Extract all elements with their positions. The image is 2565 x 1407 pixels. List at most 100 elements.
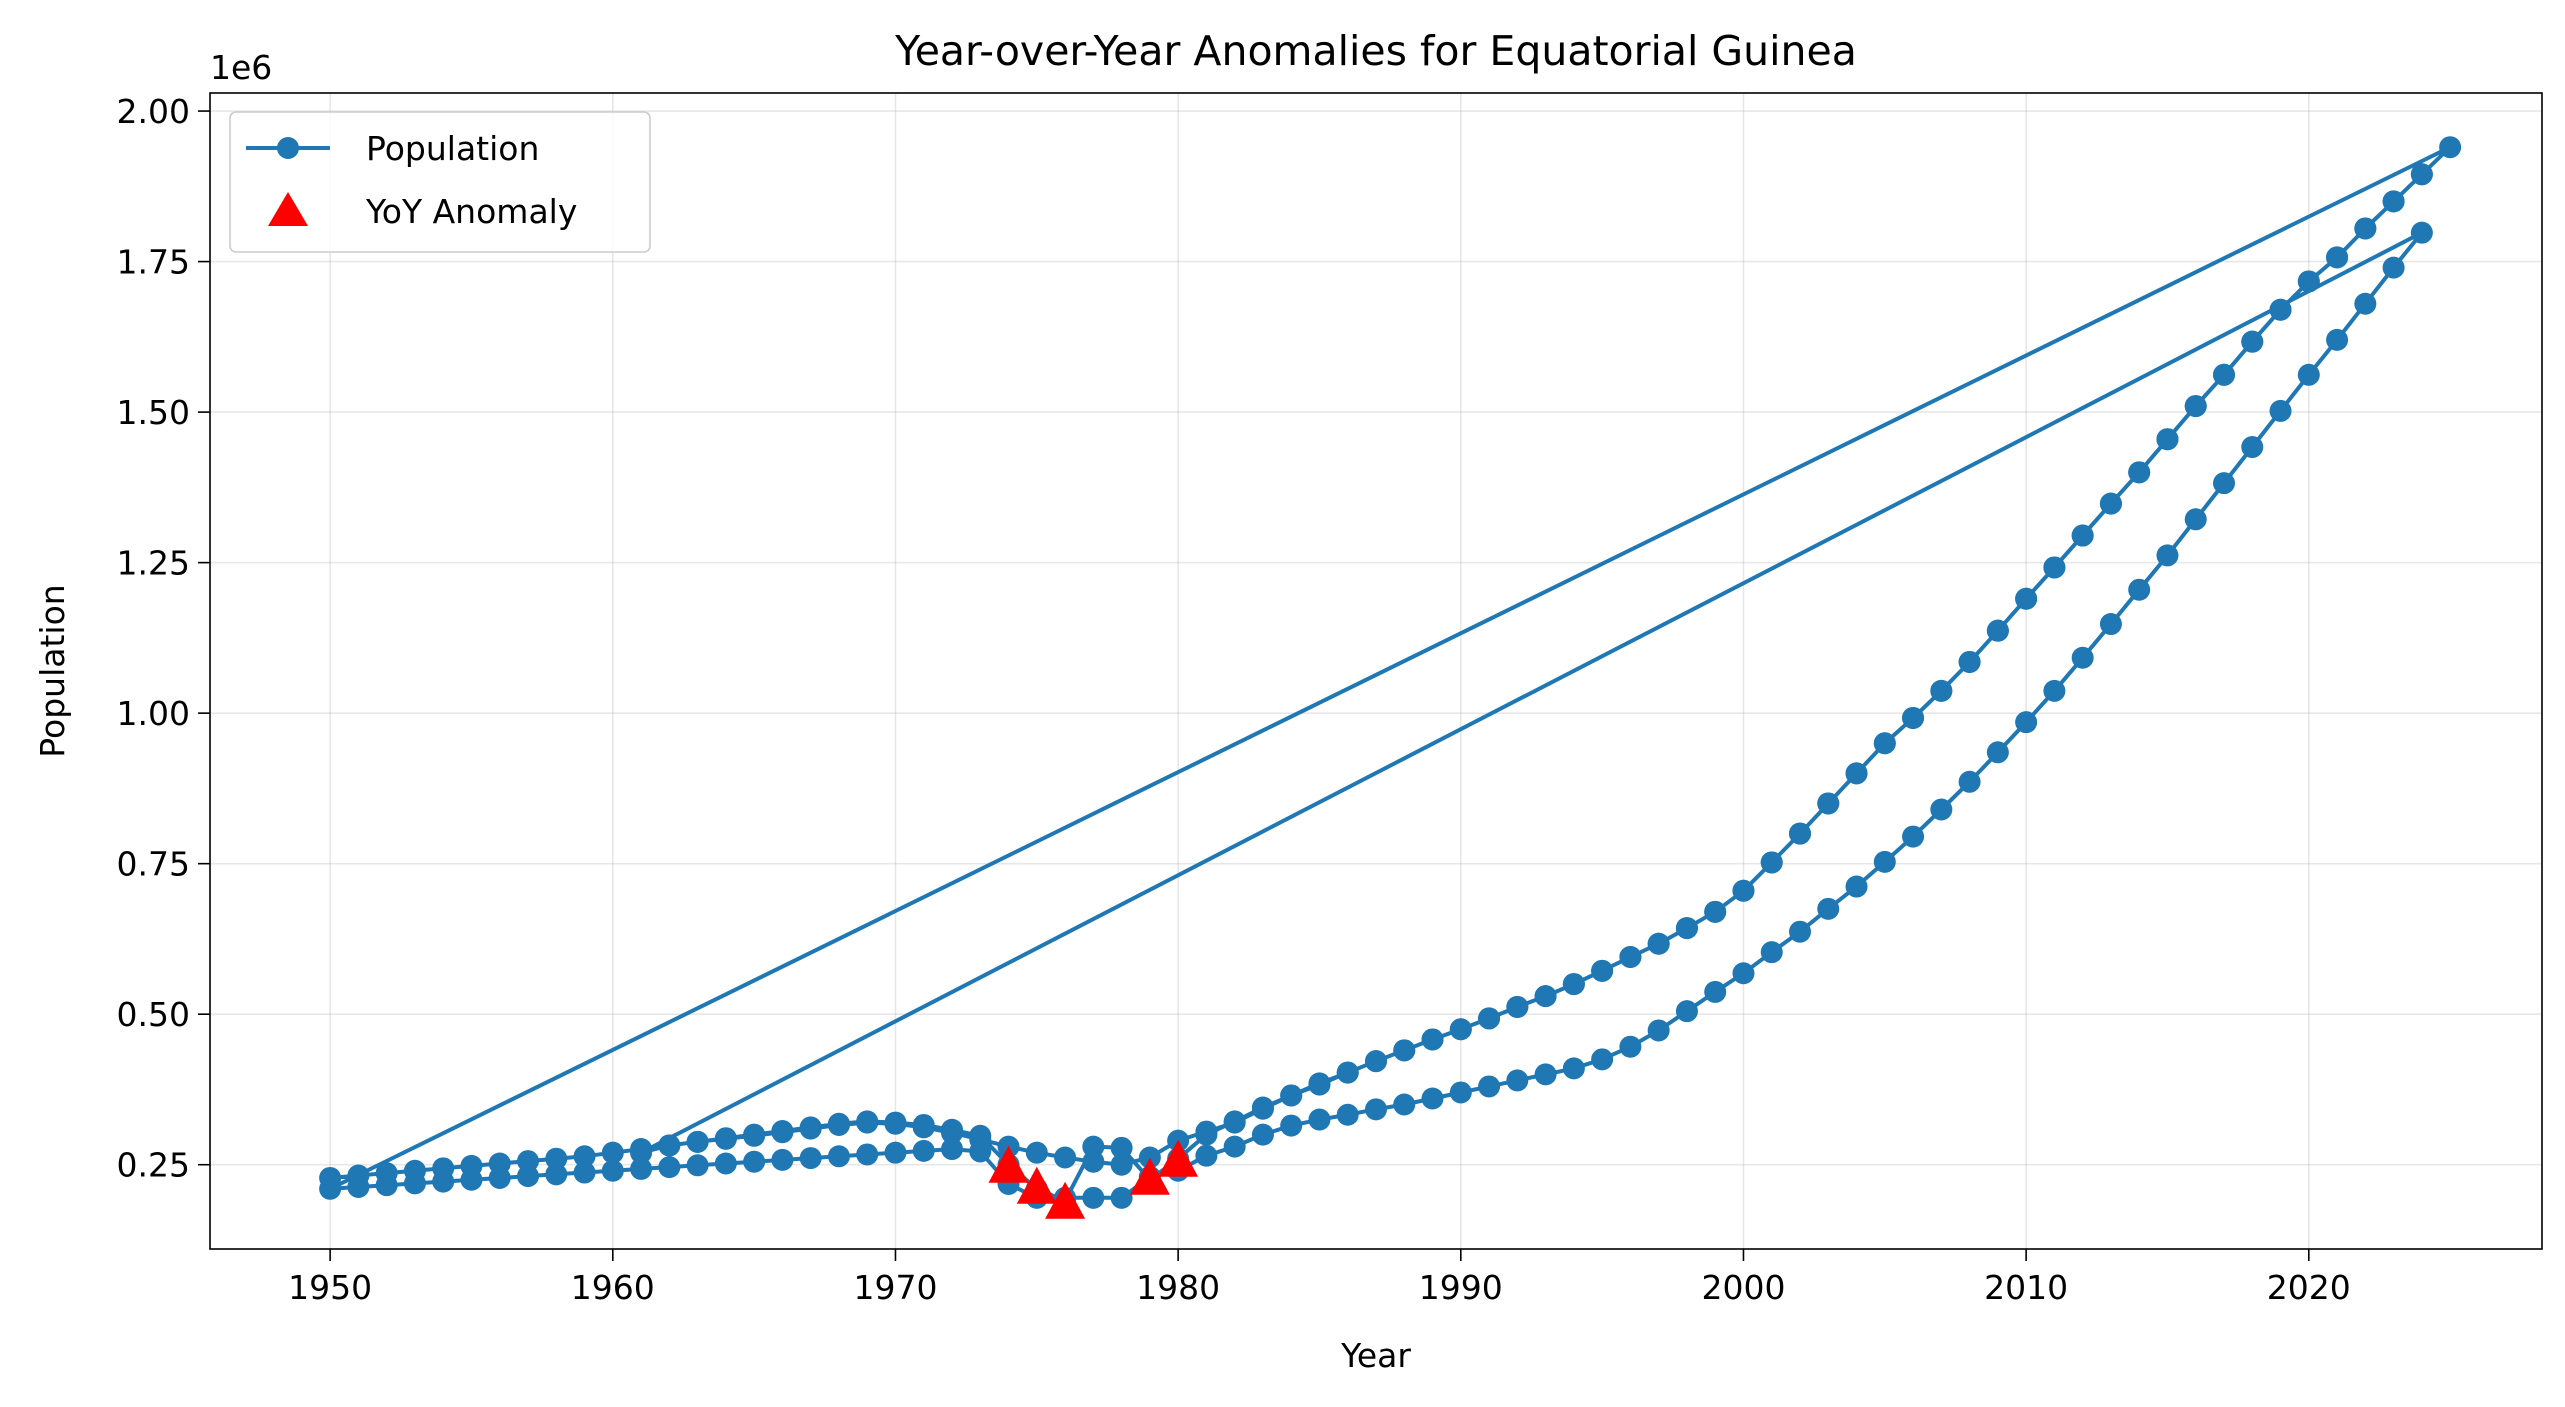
population-point xyxy=(1449,1081,1472,1104)
population-point xyxy=(1873,850,1896,873)
population-point xyxy=(2439,136,2462,159)
legend: Population YoY Anomaly xyxy=(229,111,651,253)
population-point xyxy=(2128,578,2151,601)
population-point xyxy=(1902,706,1925,729)
population-point xyxy=(2213,363,2235,386)
population-point xyxy=(2354,217,2377,240)
population-point xyxy=(460,1168,483,1191)
population-point xyxy=(658,1156,681,1179)
population-point xyxy=(630,1141,653,1164)
population-point xyxy=(2071,524,2094,547)
population-point xyxy=(1195,1144,1218,1167)
y-offset-label: 1e6 xyxy=(210,48,272,87)
legend-triangle-swatch xyxy=(268,192,308,226)
population-point xyxy=(1110,1153,1133,1176)
population-point xyxy=(2410,221,2433,244)
y-tick-label: 1.50 xyxy=(117,393,190,432)
population-point xyxy=(1506,1069,1529,1092)
legend-box xyxy=(229,111,651,253)
population-point xyxy=(912,1116,935,1139)
population-point xyxy=(2354,292,2377,315)
population-point xyxy=(1223,1111,1246,1134)
population-point xyxy=(403,1172,426,1195)
population-point xyxy=(1704,900,1727,923)
population-point xyxy=(573,1145,596,1168)
population-point xyxy=(941,1121,963,1144)
y-tick-label: 0.75 xyxy=(117,845,190,884)
population-point xyxy=(743,1124,766,1147)
population-point xyxy=(1054,1146,1077,1169)
population-point xyxy=(2269,399,2292,422)
population-point xyxy=(771,1121,794,1144)
population-point xyxy=(2297,363,2320,386)
population-point xyxy=(2156,428,2179,451)
population-point xyxy=(1308,1073,1331,1096)
plot-frame xyxy=(209,92,2543,1250)
population-point xyxy=(1138,1146,1161,1169)
population-point xyxy=(1478,1007,1501,1030)
legend-label-anomaly: YoY Anomaly xyxy=(365,192,577,231)
population-point xyxy=(2382,256,2405,279)
population-point xyxy=(1421,1087,1444,1110)
population-point xyxy=(573,1161,596,1184)
population-point xyxy=(1619,1035,1642,1058)
population-point xyxy=(1223,1135,1246,1158)
population-point xyxy=(2410,163,2433,186)
y-tick-label: 0.25 xyxy=(117,1146,190,1185)
population-point xyxy=(1760,941,1783,964)
population-point xyxy=(1280,1084,1303,1107)
population-point xyxy=(1647,932,1670,955)
x-tick-label: 2000 xyxy=(1701,1268,1785,1307)
axis-ticks: 1950 1960 1970 1980 1990 2000 2010 2020 0.25 0.50… xyxy=(117,92,2351,1307)
population-point xyxy=(319,1177,342,1200)
population-point xyxy=(1958,650,1981,673)
population-point xyxy=(941,1138,963,1161)
population-point xyxy=(1421,1028,1444,1051)
population-point xyxy=(1732,962,1755,985)
population-point xyxy=(432,1170,455,1193)
population-point xyxy=(1817,897,1840,920)
population-point xyxy=(545,1163,568,1186)
population-point xyxy=(1025,1141,1048,1164)
population-point xyxy=(1336,1061,1359,1084)
population-point xyxy=(1619,945,1642,968)
population-point xyxy=(1110,1186,1133,1209)
population-point xyxy=(912,1139,935,1162)
population-point xyxy=(1082,1135,1105,1158)
population-point xyxy=(2071,646,2094,669)
population-point xyxy=(601,1141,624,1164)
population-point xyxy=(1478,1075,1501,1098)
population-point xyxy=(2043,679,2066,702)
population-point xyxy=(1082,1186,1105,1209)
population-point xyxy=(1308,1108,1331,1131)
population-point xyxy=(969,1128,992,1151)
legend-label-population: Population xyxy=(366,129,539,168)
population-point xyxy=(601,1159,624,1182)
population-point xyxy=(1704,980,1727,1003)
population-point xyxy=(1986,619,2009,642)
population-point xyxy=(686,1154,709,1177)
population-point xyxy=(517,1150,539,1173)
population-point xyxy=(1647,1019,1670,1042)
population-point xyxy=(1789,920,1811,943)
population-point xyxy=(630,1157,653,1180)
population-point xyxy=(658,1134,681,1157)
population-point xyxy=(347,1175,370,1198)
population-point xyxy=(1845,762,1868,785)
population-point xyxy=(1251,1097,1274,1120)
population-point xyxy=(1280,1114,1303,1137)
population-point xyxy=(1817,792,1840,815)
anomaly-point xyxy=(988,1145,1029,1183)
x-tick-label: 2010 xyxy=(1984,1268,2068,1307)
population-point xyxy=(1365,1050,1387,1073)
population-point xyxy=(1591,959,1614,982)
population-point xyxy=(2015,587,2038,610)
population-point xyxy=(2156,544,2179,567)
population-point xyxy=(1534,985,1557,1008)
population-point xyxy=(2099,492,2122,515)
population-point xyxy=(856,1143,879,1166)
population-point xyxy=(375,1174,398,1197)
chart-title: Year-over-Year Anomalies for Equatorial … xyxy=(894,27,1857,75)
x-axis-label: Year xyxy=(1340,1336,1411,1375)
